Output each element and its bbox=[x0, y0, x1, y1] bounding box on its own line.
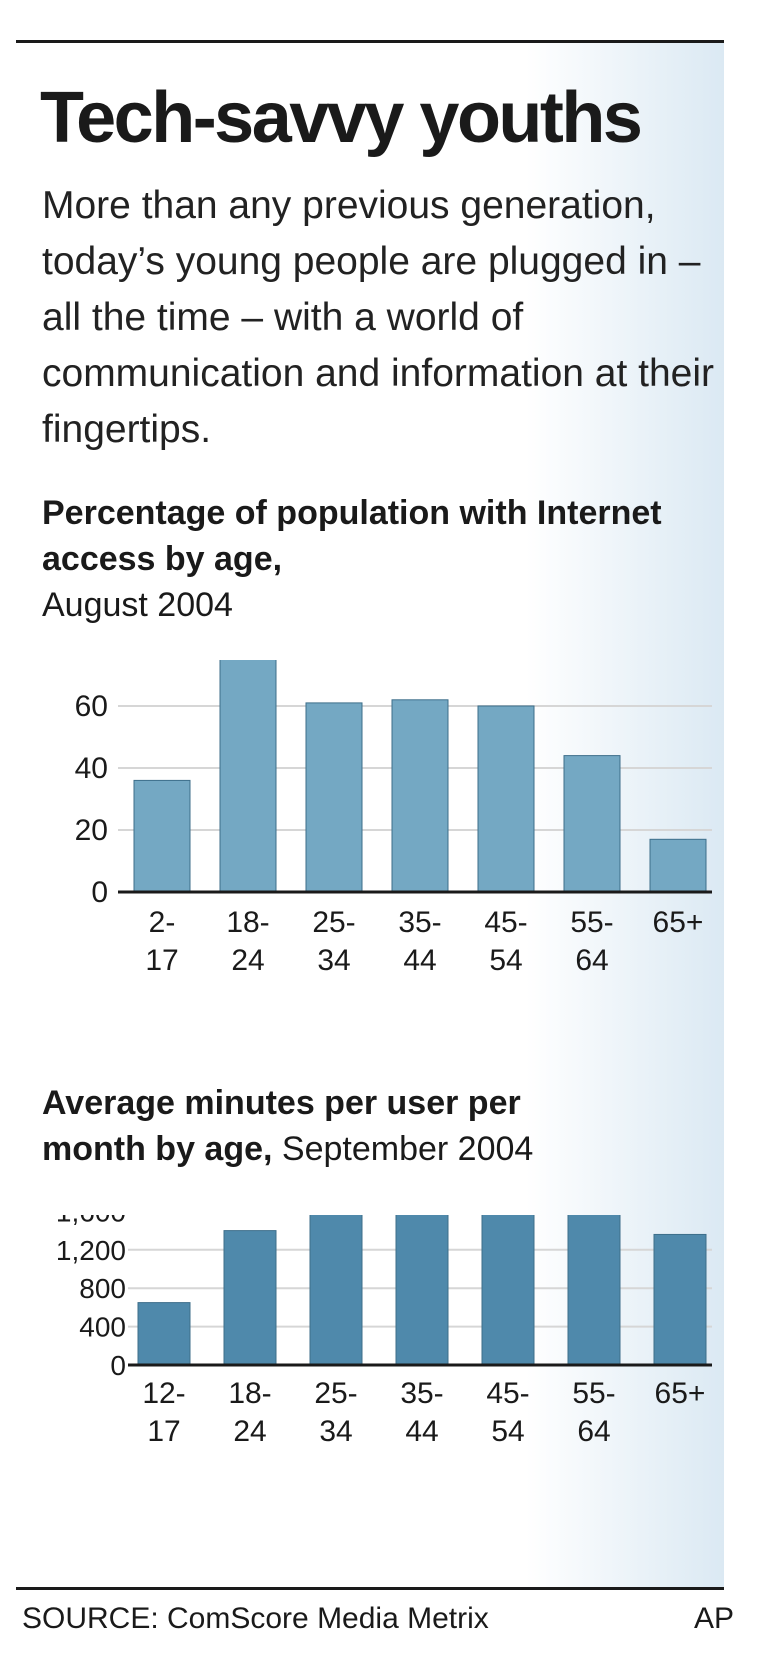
credit-ap: AP bbox=[693, 1602, 734, 1635]
y-tick-label: 0 bbox=[110, 1350, 126, 1381]
x-tick-label: 35- bbox=[400, 1377, 443, 1410]
x-tick-label: 12- bbox=[142, 1377, 185, 1410]
x-tick-label: 55- bbox=[572, 1377, 615, 1410]
bar bbox=[563, 755, 621, 893]
bar bbox=[649, 838, 707, 893]
x-tick-label: 2- bbox=[149, 906, 176, 939]
chart2-title-plain: September 2004 bbox=[281, 1130, 534, 1168]
x-tick-label: 44 bbox=[403, 944, 436, 977]
x-tick-label: 64 bbox=[575, 944, 608, 977]
source-note: SOURCE: ComScore Media Metrix bbox=[22, 1602, 489, 1635]
bar bbox=[391, 699, 449, 893]
x-tick-label: 24 bbox=[233, 1415, 266, 1448]
x-tick-label: 65+ bbox=[653, 906, 704, 939]
bar bbox=[395, 1215, 449, 1366]
bar bbox=[653, 1233, 707, 1366]
chart2-title: Average minutes per user per month by age… bbox=[42, 1080, 533, 1172]
bar bbox=[223, 1230, 277, 1366]
x-tick-label: 18- bbox=[228, 1377, 271, 1410]
bar bbox=[477, 705, 535, 893]
chart1-title-bold: Percentage of population with Internet a… bbox=[42, 494, 662, 578]
bar bbox=[567, 1215, 621, 1366]
chart1-title: Percentage of population with Internet a… bbox=[42, 490, 662, 628]
chart2-title-bold: Average minutes per user per month by age… bbox=[42, 1084, 521, 1168]
x-tick-label: 25- bbox=[314, 1377, 357, 1410]
bottom-rule bbox=[16, 1587, 724, 1590]
x-tick-label: 34 bbox=[317, 944, 350, 977]
bar bbox=[481, 1215, 535, 1366]
x-tick-label: 35- bbox=[398, 906, 441, 939]
y-tick-label: 40 bbox=[75, 752, 108, 785]
y-tick-label: 20 bbox=[75, 814, 108, 847]
x-tick-label: 25- bbox=[312, 906, 355, 939]
x-tick-label: 17 bbox=[145, 944, 178, 977]
bar bbox=[305, 702, 363, 893]
y-tick-label: 60 bbox=[75, 690, 108, 723]
top-rule bbox=[16, 40, 724, 43]
x-tick-label: 44 bbox=[405, 1415, 438, 1448]
y-tick-label: 1,200 bbox=[56, 1235, 126, 1266]
chart1-title-plain: August 2004 bbox=[42, 586, 233, 624]
x-tick-label: 17 bbox=[147, 1415, 180, 1448]
x-tick-label: 34 bbox=[319, 1415, 352, 1448]
x-tick-label: 55- bbox=[570, 906, 613, 939]
y-tick-label: 400 bbox=[79, 1312, 126, 1343]
x-tick-label: 64 bbox=[577, 1415, 610, 1448]
intro-text: More than any previous generation, today… bbox=[42, 184, 715, 451]
bar bbox=[137, 1302, 191, 1366]
bar bbox=[133, 779, 191, 893]
x-tick-label: 54 bbox=[491, 1415, 524, 1448]
y-tick-label: 1,600 bbox=[56, 1215, 126, 1227]
y-tick-label: 0 bbox=[91, 876, 108, 909]
x-tick-label: 45- bbox=[486, 1377, 529, 1410]
y-tick-label: 80% bbox=[70, 660, 130, 661]
x-tick-label: 65+ bbox=[655, 1377, 706, 1410]
chart1-internet-access: 0 20 40 60 80% 2- 17 18- 24 25- 34 35- 44 45- 54 55- 64 6… bbox=[70, 660, 712, 977]
x-tick-label: 45- bbox=[484, 906, 527, 939]
y-tick-label: 800 bbox=[79, 1273, 126, 1304]
bar bbox=[309, 1215, 363, 1366]
bar bbox=[219, 660, 277, 893]
chart2-minutes-per-user: 04008001,2001,6002,000minutes12-1718-242… bbox=[56, 1215, 712, 1448]
headline: Tech-savvy youths bbox=[40, 78, 643, 158]
x-tick-label: 24 bbox=[231, 944, 264, 977]
x-tick-label: 54 bbox=[489, 944, 522, 977]
x-tick-label: 18- bbox=[226, 906, 269, 939]
